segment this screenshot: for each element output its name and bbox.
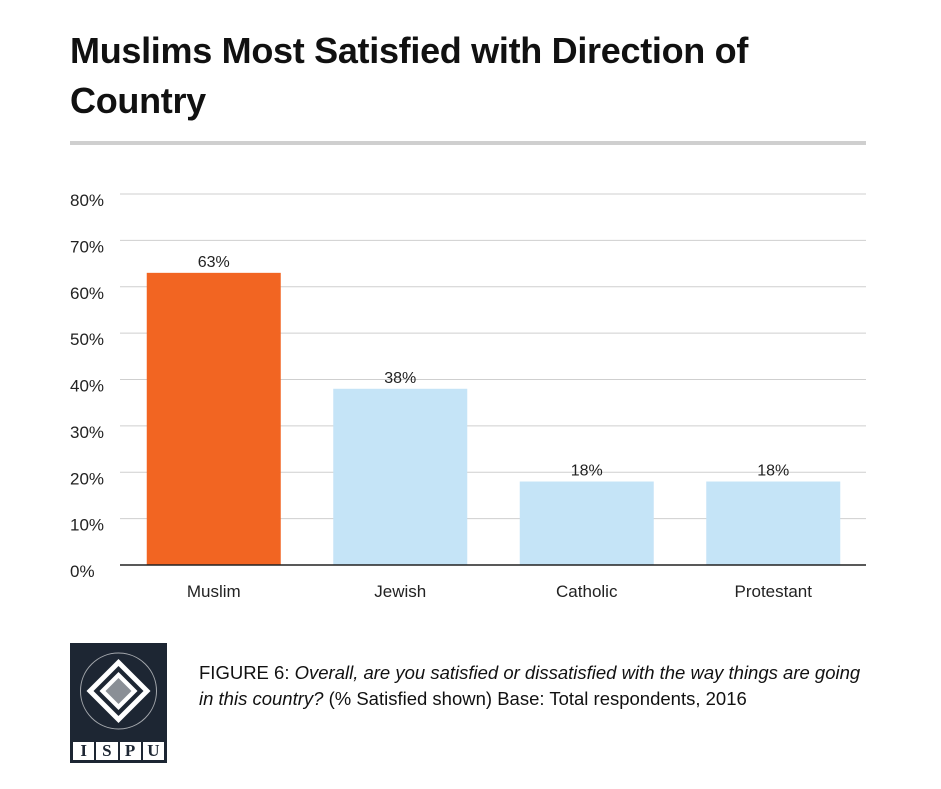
y-tick-label: 40% bbox=[70, 377, 104, 396]
bar bbox=[519, 481, 654, 565]
title-divider bbox=[70, 141, 866, 145]
x-tick-label: Jewish bbox=[374, 582, 426, 601]
data-label: 63% bbox=[198, 254, 230, 271]
caption-base: (% Satisfied shown) Base: Total responde… bbox=[323, 688, 747, 709]
y-tick-label: 10% bbox=[70, 516, 104, 535]
ispu-logo: I S P U bbox=[70, 643, 167, 763]
data-label: 38% bbox=[384, 370, 416, 387]
x-tick-label: Catholic bbox=[556, 582, 618, 601]
y-tick-label: 0% bbox=[70, 562, 95, 581]
y-tick-label: 70% bbox=[70, 237, 104, 256]
data-label: 18% bbox=[571, 463, 603, 480]
y-tick-label: 20% bbox=[70, 469, 104, 488]
y-tick-label: 30% bbox=[70, 423, 104, 442]
chart-title: Muslims Most Satisfied with Direction of… bbox=[70, 30, 749, 121]
data-label: 18% bbox=[757, 463, 789, 480]
bar bbox=[146, 272, 281, 565]
logo-emblem bbox=[80, 652, 157, 730]
figure-caption: FIGURE 6: Overall, are you satisfied or … bbox=[199, 660, 879, 712]
figure-number: FIGURE 6 bbox=[199, 662, 285, 683]
logo-letter: U bbox=[147, 741, 160, 760]
bar bbox=[333, 388, 468, 565]
logo-letter: I bbox=[73, 742, 97, 760]
x-tick-label: Muslim bbox=[187, 582, 241, 601]
x-tick-label: Protestant bbox=[735, 582, 813, 601]
survey-question: Overall, are you satisfied or dissatisfi… bbox=[199, 662, 861, 709]
y-tick-label: 60% bbox=[70, 284, 104, 303]
y-tick-label: 50% bbox=[70, 330, 104, 349]
logo-letter: P bbox=[120, 742, 143, 760]
logo-letter: S bbox=[96, 742, 120, 760]
bar-chart: 0% 10% 20% 30% 40% 50% 60% 70% 80% 63% Muslim 38% Je… bbox=[70, 191, 866, 601]
caption-separator: : bbox=[284, 662, 295, 683]
y-tick-label: 80% bbox=[70, 191, 104, 210]
bar bbox=[706, 481, 841, 565]
logo-letters: I S P U bbox=[70, 739, 167, 763]
